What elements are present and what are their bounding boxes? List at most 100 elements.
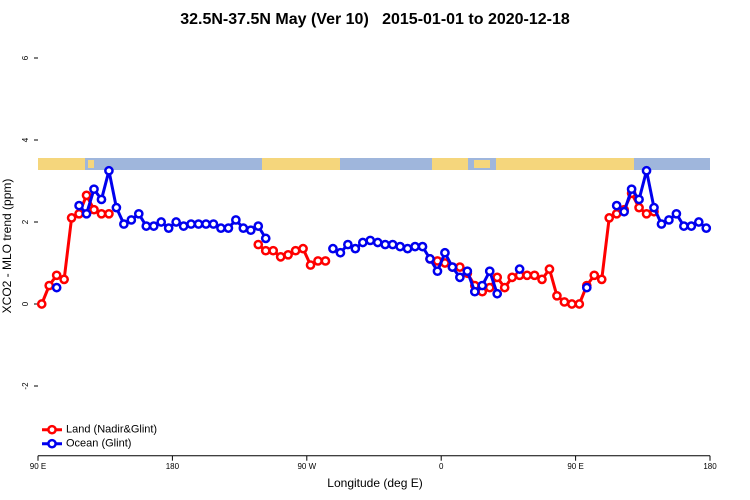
x-axis-label: Longitude (deg E)	[327, 476, 422, 490]
point	[74, 208, 84, 219]
point	[611, 200, 622, 211]
point	[664, 215, 674, 225]
point	[186, 219, 196, 229]
point	[581, 282, 592, 293]
point	[641, 165, 652, 176]
point	[283, 249, 293, 260]
x-tick-label: 0	[439, 462, 444, 471]
point	[410, 241, 420, 252]
point	[119, 219, 129, 229]
point	[574, 299, 585, 309]
point	[492, 288, 503, 299]
point	[619, 206, 629, 217]
point	[74, 200, 84, 211]
point	[104, 165, 114, 176]
legend-label: Land (Nadir&Glint)	[66, 424, 157, 436]
point	[178, 221, 189, 231]
point	[686, 221, 697, 231]
point	[96, 208, 107, 219]
x-tick-label: 90 W	[297, 462, 316, 471]
point	[81, 208, 92, 219]
point	[469, 286, 480, 297]
point	[649, 202, 659, 213]
point	[537, 274, 547, 285]
land-band	[474, 160, 490, 168]
land-band	[432, 158, 468, 170]
point	[455, 272, 465, 283]
point	[455, 262, 465, 272]
point	[596, 274, 607, 285]
point	[253, 239, 264, 250]
point	[559, 297, 570, 307]
y-tick-label: 0	[21, 301, 30, 306]
point	[36, 299, 47, 309]
point	[111, 202, 122, 213]
point	[148, 221, 159, 231]
point	[417, 241, 428, 252]
legend-marker	[47, 438, 57, 449]
point	[701, 223, 712, 233]
point	[514, 264, 525, 274]
land-band	[262, 158, 340, 170]
series-line	[77, 169, 708, 295]
point	[245, 225, 256, 236]
legend: Land (Nadir&Glint) Ocean (Glint)	[42, 424, 157, 450]
y-tick-label: -2	[21, 382, 30, 390]
point	[372, 237, 383, 248]
y-tick-label: 2	[21, 219, 30, 224]
point	[328, 243, 338, 254]
y-tick-label: 6	[21, 55, 30, 60]
point	[171, 217, 181, 227]
point	[529, 270, 540, 281]
point	[477, 280, 488, 291]
land-band	[496, 158, 634, 170]
land-band	[88, 160, 94, 168]
point	[432, 266, 443, 277]
point	[380, 239, 391, 250]
point	[365, 235, 376, 246]
point	[51, 270, 62, 281]
point	[201, 219, 211, 229]
point	[141, 221, 152, 231]
point	[335, 247, 346, 258]
land-band	[38, 158, 85, 170]
point	[462, 266, 473, 277]
point	[320, 256, 331, 266]
point	[507, 272, 517, 283]
point	[51, 282, 62, 293]
point	[260, 245, 271, 256]
point	[59, 274, 69, 285]
point	[567, 299, 577, 309]
point	[163, 223, 174, 233]
point	[425, 254, 435, 264]
point	[96, 194, 107, 205]
point	[693, 217, 704, 227]
point	[589, 270, 600, 281]
legend-marker	[47, 424, 57, 435]
land-ocean-strip	[38, 158, 710, 170]
point	[66, 213, 77, 223]
point	[313, 256, 323, 266]
point	[634, 194, 644, 205]
point	[193, 219, 204, 229]
point	[656, 219, 667, 229]
y-tick-label: 4	[21, 137, 30, 142]
point	[89, 204, 99, 215]
point	[522, 270, 532, 281]
legend-label: Ocean (Glint)	[66, 438, 131, 450]
chart-title: 32.5N-37.5N May (Ver 10) 2015-01-01 to 2…	[180, 11, 570, 28]
point	[626, 184, 637, 195]
point	[395, 241, 405, 252]
point	[260, 233, 271, 244]
point	[544, 264, 555, 274]
point	[81, 190, 92, 201]
point	[44, 280, 55, 291]
point	[104, 208, 114, 219]
point	[298, 243, 308, 254]
point	[641, 208, 652, 219]
point	[492, 272, 503, 283]
point	[484, 282, 495, 293]
point	[89, 184, 99, 195]
